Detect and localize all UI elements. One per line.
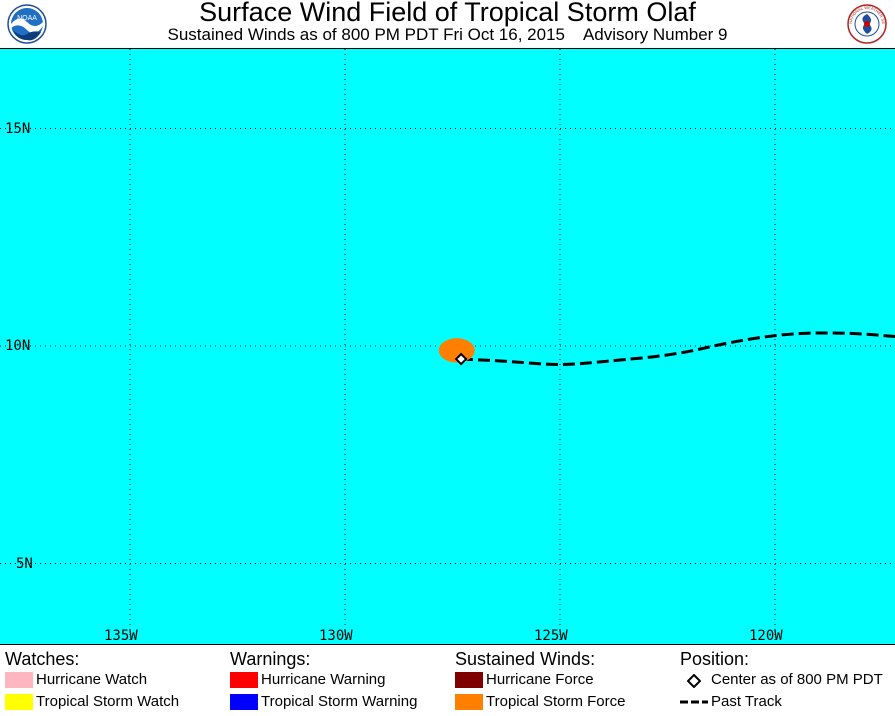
hurricane-watch-swatch bbox=[5, 672, 33, 688]
legend: Watches: Hurricane Watch Tropical Storm … bbox=[0, 645, 895, 716]
past-track bbox=[461, 331, 895, 366]
dashed-line-icon bbox=[680, 700, 708, 704]
hurricane-force-swatch bbox=[455, 672, 483, 688]
nws-logo: NATIONAL WEATHER SERVICE bbox=[847, 4, 887, 44]
tropical-storm-watch-label: Tropical Storm Watch bbox=[36, 693, 180, 710]
hurricane-warning-label: Hurricane Warning bbox=[261, 671, 386, 688]
longitude-label: 120W bbox=[749, 628, 783, 644]
graticule bbox=[0, 49, 895, 644]
map-canvas bbox=[0, 49, 895, 644]
storm-center bbox=[454, 352, 468, 366]
header: NOAA Surface Wind Field of Tropical Stor… bbox=[0, 0, 895, 48]
latitude-label: 10N bbox=[5, 338, 31, 354]
past-track-line bbox=[461, 331, 895, 366]
past-track-label: Past Track bbox=[711, 693, 782, 710]
tropical-storm-warning-label: Tropical Storm Warning bbox=[261, 693, 418, 710]
hurricane-watch-label: Hurricane Watch bbox=[36, 671, 148, 688]
tropical-storm-watch-swatch bbox=[5, 694, 33, 710]
longitude-label: 125W bbox=[534, 628, 568, 644]
map-title: Surface Wind Field of Tropical Storm Ola… bbox=[199, 0, 696, 27]
latitude-label: 15N bbox=[5, 120, 31, 137]
legend-winds-heading: Sustained Winds: bbox=[455, 649, 596, 669]
legend-watches-heading: Watches: bbox=[5, 649, 80, 669]
legend-warnings-heading: Warnings: bbox=[230, 649, 311, 669]
legend-position-heading: Position: bbox=[680, 649, 750, 669]
wind-field bbox=[438, 338, 475, 363]
noaa-logo: NOAA bbox=[7, 4, 47, 44]
tropical-storm-force-label: Tropical Storm Force bbox=[486, 693, 626, 710]
longitude-label: 135W bbox=[104, 628, 138, 644]
map-subtitle: Sustained Winds as of 800 PM PDT Fri Oct… bbox=[167, 25, 728, 44]
tropical-storm-force-wind-field bbox=[438, 338, 475, 363]
hurricane-force-label: Hurricane Force bbox=[486, 671, 594, 688]
tropical-storm-warning-swatch bbox=[230, 694, 258, 710]
center-label: Center as of 800 PM PDT bbox=[711, 671, 883, 688]
hurricane-warning-swatch bbox=[230, 672, 258, 688]
storm-center-diamond-icon bbox=[454, 352, 468, 366]
tropical-storm-force-swatch bbox=[455, 694, 483, 710]
latitude-label: 5N bbox=[16, 555, 33, 572]
noaa-logo-text: NOAA bbox=[17, 15, 37, 22]
diamond-icon bbox=[687, 674, 701, 688]
longitude-label: 130W bbox=[319, 628, 353, 644]
map-area: 15N 10N 5N 135W 130W 125W 120W bbox=[0, 48, 895, 645]
